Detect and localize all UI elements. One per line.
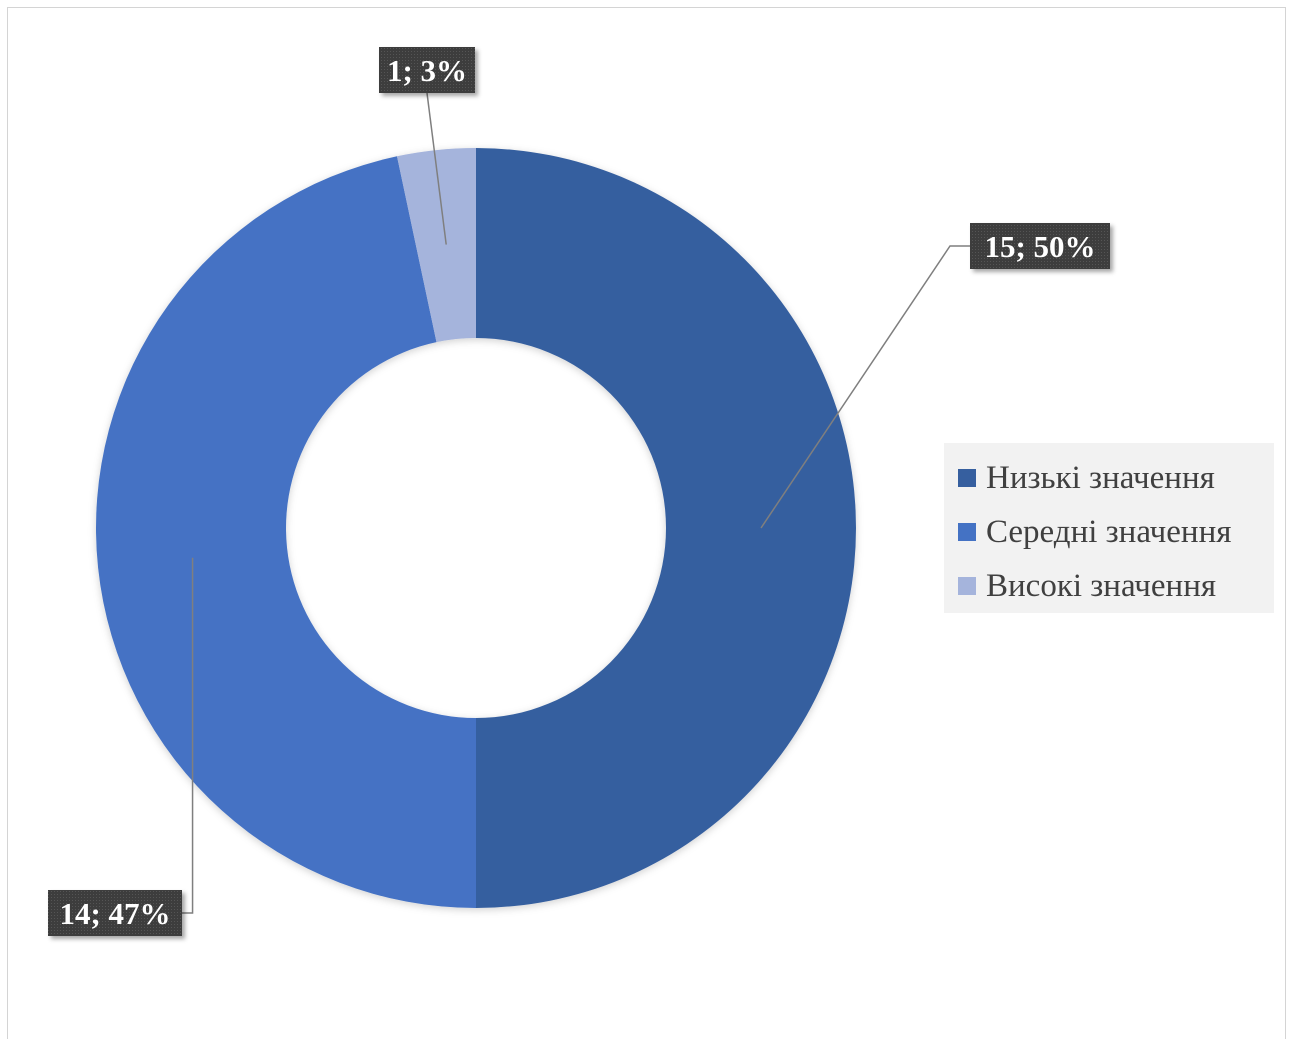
- legend-item-low: Низькі значення: [944, 451, 1274, 505]
- legend-swatch-low: [958, 469, 976, 487]
- leader-line-medium: [182, 557, 194, 914]
- data-label-box-low: [970, 223, 1110, 269]
- data-label-medium: 14; 47%: [59, 896, 170, 931]
- legend-item-high: Високі значення: [944, 559, 1274, 613]
- leader-line-low: [760, 245, 970, 529]
- donut-slice-low: [476, 148, 856, 908]
- legend-label-medium: Середні значення: [986, 513, 1232, 550]
- chart-legend: Низькі значення Середні значення Високі …: [944, 443, 1274, 613]
- leader-line-high: [426, 92, 447, 245]
- data-label-box-medium: [48, 890, 182, 936]
- legend-swatch-high: [958, 577, 976, 595]
- legend-label-low: Низькі значення: [986, 459, 1215, 496]
- legend-label-high: Високі значення: [986, 567, 1217, 604]
- data-label-box-high: [379, 47, 475, 93]
- donut-slice-medium: [95, 156, 477, 909]
- legend-item-medium: Середні значення: [944, 505, 1274, 559]
- donut-slice-high: [396, 148, 476, 343]
- data-label-high: 1; 3%: [387, 53, 467, 88]
- legend-swatch-medium: [958, 523, 976, 541]
- data-label-low: 15; 50%: [984, 229, 1095, 264]
